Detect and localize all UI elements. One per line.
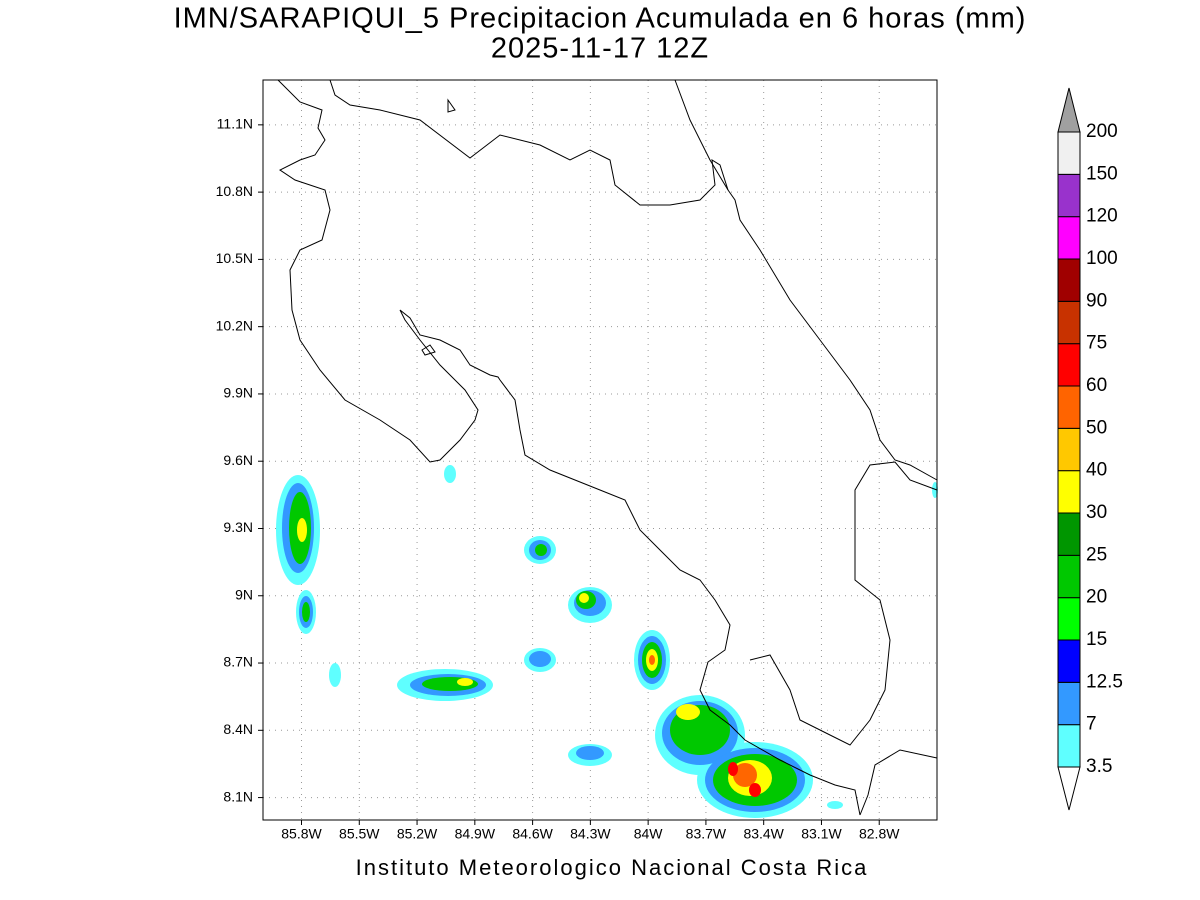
x-tick-label: 84.3W xyxy=(570,826,611,842)
colorbar-box xyxy=(1057,216,1081,260)
x-tick-label: 85.8W xyxy=(281,826,322,842)
x-tick-label: 84W xyxy=(634,826,664,842)
colorbar-label: 50 xyxy=(1086,417,1107,438)
y-tick-label: 8.7N xyxy=(223,654,253,670)
colorbar-label: 75 xyxy=(1086,333,1107,354)
colorbar-box xyxy=(1057,639,1081,683)
colorbar-label: 60 xyxy=(1086,375,1107,396)
colorbar-label: 150 xyxy=(1086,163,1118,184)
colorbar-box xyxy=(1057,470,1081,514)
colorbar-label: 100 xyxy=(1086,248,1118,269)
colorbar-label: 3.5 xyxy=(1086,756,1112,777)
y-tick-label: 11.1N xyxy=(217,116,253,132)
x-tick-label: 83.7W xyxy=(686,826,727,842)
x-tick-label: 84.9W xyxy=(455,826,496,842)
colorbar-box xyxy=(1057,681,1081,726)
colorbar-label: 40 xyxy=(1086,460,1107,481)
y-tick-label: 10.5N xyxy=(216,250,253,266)
colorbar-label: 15 xyxy=(1086,629,1107,650)
colorbar-box xyxy=(1057,300,1081,345)
colorbar-box xyxy=(1057,427,1081,472)
colorbar-below xyxy=(1057,766,1081,811)
y-tick-label: 9N xyxy=(235,586,253,602)
y-tick-label: 10.2N xyxy=(216,317,253,333)
colorbar-box xyxy=(1057,173,1081,218)
colorbar-label: 200 xyxy=(1086,121,1118,142)
colorbar-label: 120 xyxy=(1086,206,1118,227)
colorbar-label: 7 xyxy=(1086,714,1097,735)
colorbar-box xyxy=(1057,554,1081,599)
x-tick-label: 84.6W xyxy=(512,826,553,842)
colorbar-label: 25 xyxy=(1086,544,1107,565)
x-tick-label: 85.5W xyxy=(339,826,380,842)
colorbar-box xyxy=(1057,724,1081,768)
coastline xyxy=(277,79,938,816)
colorbar-label: 30 xyxy=(1086,502,1107,523)
colorbar-label: 20 xyxy=(1086,587,1107,608)
colorbar-label: 12.5 xyxy=(1086,671,1123,692)
colorbar-box xyxy=(1057,131,1081,175)
x-tick-label: 83.4W xyxy=(743,826,784,842)
colorbar-box xyxy=(1057,343,1081,387)
chart-title: IMN/SARAPIQUI_5 Precipitacion Acumulada … xyxy=(174,3,1027,35)
y-tick-label: 8.1N xyxy=(223,788,253,804)
precipitation-field xyxy=(276,465,938,818)
colorbar-box xyxy=(1057,258,1081,302)
colorbar-label: 90 xyxy=(1086,290,1107,311)
y-tick-label: 10.8N xyxy=(216,183,253,199)
y-tick-label: 9.3N xyxy=(223,519,253,535)
y-tick-label: 8.4N xyxy=(223,721,253,737)
y-tick-label: 9.9N xyxy=(223,385,253,401)
colorbar-above xyxy=(1057,87,1081,133)
colorbar-box xyxy=(1057,597,1081,641)
chart-subtitle: 2025-11-17 12Z xyxy=(491,33,709,65)
credit: Instituto Meteorologico Nacional Costa R… xyxy=(356,855,869,880)
x-tick-label: 85.2W xyxy=(397,826,438,842)
x-tick-label: 82.8W xyxy=(859,826,900,842)
map-frame xyxy=(262,79,938,821)
colorbar-box xyxy=(1057,512,1081,556)
x-tick-label: 83.1W xyxy=(801,826,842,842)
colorbar-box xyxy=(1057,385,1081,429)
y-tick-label: 9.6N xyxy=(223,452,253,468)
